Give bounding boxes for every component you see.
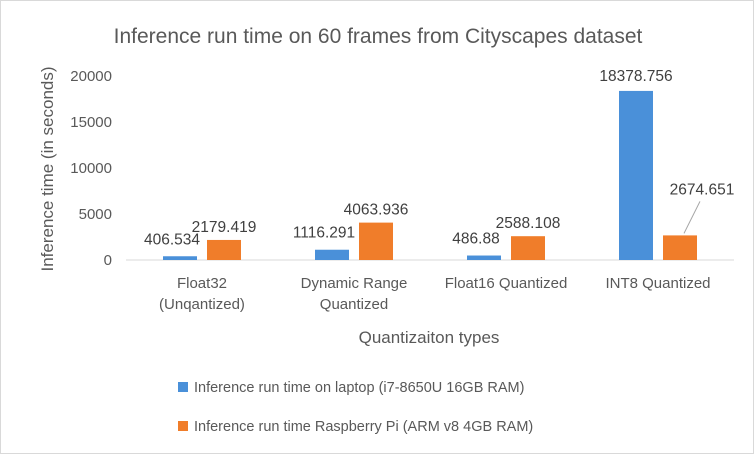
y-axis-ticks: 0 5000 10000 15000 20000 — [70, 68, 112, 269]
bar-raspberry-pi — [511, 236, 545, 260]
y-tick-label: 0 — [104, 252, 112, 269]
bar-raspberry-pi — [663, 235, 697, 260]
bars-group — [163, 90, 697, 261]
bar-laptop — [619, 90, 653, 261]
data-label-leader-line — [683, 201, 701, 234]
data-label: 18378.756 — [599, 68, 672, 85]
legend-swatch-laptop — [178, 382, 188, 392]
data-label: 2588.108 — [496, 215, 561, 232]
data-label: 406.534 — [144, 231, 200, 248]
bar-raspberry-pi — [207, 239, 241, 260]
x-tick-label: Quantized — [320, 296, 388, 313]
data-label: 4063.936 — [344, 202, 409, 219]
bar-laptop — [163, 256, 197, 260]
bar-laptop — [467, 255, 501, 260]
legend: Inference run time on laptop (i7-8650U 1… — [178, 380, 533, 435]
leader-lines — [683, 201, 701, 234]
x-tick-label: INT8 Quantized — [605, 275, 710, 292]
x-tick-label: Float16 Quantized — [445, 275, 568, 292]
x-axis-title: Quantizaiton types — [359, 328, 500, 347]
y-tick-label: 15000 — [70, 114, 112, 131]
x-tick-label: (Unqantized) — [159, 296, 245, 313]
x-tick-label: Dynamic Range — [301, 275, 408, 292]
y-tick-label: 5000 — [79, 206, 112, 223]
data-label: 486.88 — [452, 231, 499, 248]
chart-title: Inference run time on 60 frames from Cit… — [114, 25, 643, 48]
data-label: 1116.291 — [293, 225, 355, 242]
bar-laptop — [315, 249, 349, 260]
legend-label-laptop: Inference run time on laptop (i7-8650U 1… — [194, 380, 524, 396]
data-label: 2179.419 — [192, 219, 257, 236]
legend-swatch-raspberry-pi — [178, 421, 188, 431]
x-axis-ticks: Float32 (Unqantized) Dynamic Range Quantize… — [159, 275, 710, 313]
y-axis-title: Inference time (in seconds) — [38, 66, 57, 271]
data-label: 2674.651 — [670, 181, 735, 198]
x-tick-label: Float32 — [177, 275, 227, 292]
y-tick-label: 20000 — [70, 68, 112, 85]
bar-raspberry-pi — [359, 222, 393, 260]
legend-label-raspberry-pi: Inference run time Raspberry Pi (ARM v8 … — [194, 419, 533, 435]
y-tick-label: 10000 — [70, 160, 112, 177]
